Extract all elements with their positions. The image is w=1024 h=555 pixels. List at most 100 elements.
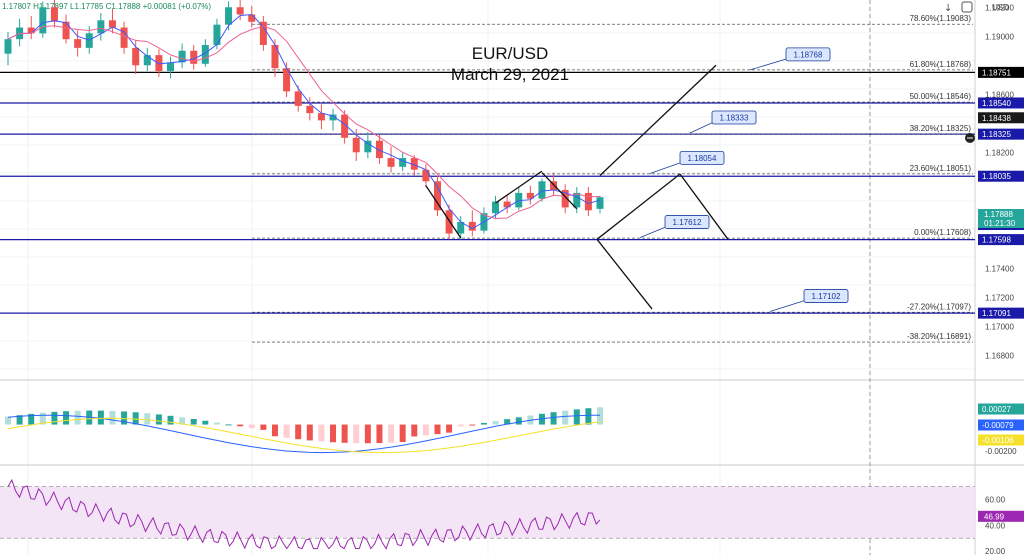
macd-histogram-bar	[295, 424, 302, 440]
clock-icon[interactable]	[965, 133, 975, 143]
candles	[4, 0, 604, 240]
macd-histogram-bar	[260, 424, 267, 430]
macd-value-box	[978, 403, 1024, 415]
candle-body	[62, 21, 70, 40]
price-axis[interactable]: 1.19200 1.19000 1.18600 1.18200 1.17400 1.172…	[985, 3, 1014, 360]
candle-body	[294, 91, 302, 106]
macd-histogram-bar	[597, 407, 603, 425]
macd-histogram-bar	[132, 412, 139, 425]
macd-histogram-bar	[16, 415, 23, 425]
price-label-text: 1.18751	[982, 68, 1011, 77]
callout-pointer	[689, 120, 717, 134]
macd-histogram-bar	[457, 424, 464, 427]
fib-level-label: -38.20%(1.16891)	[907, 332, 971, 341]
trend-line	[541, 172, 578, 210]
last-price-countdown: 01:21:30	[984, 219, 1016, 228]
macd-histogram-bar	[492, 421, 499, 425]
fib-level-label: 50.00%(1.18546)	[910, 92, 972, 101]
callout-pointer	[639, 225, 670, 238]
macd-line	[7, 414, 601, 454]
callout-text: 1.18333	[720, 114, 749, 123]
trend-line	[596, 173, 681, 240]
callout-text: 1.17102	[812, 292, 841, 301]
candle-body	[271, 44, 279, 69]
macd-histogram-bar	[446, 424, 453, 433]
currency-label: USD	[992, 3, 1009, 12]
macd-histogram-bar	[28, 413, 35, 425]
callout-pointer	[649, 161, 685, 174]
price-label-text: 1.18438	[982, 114, 1011, 123]
chart-title: EUR/USD	[472, 44, 549, 63]
rsi-line	[7, 478, 601, 550]
macd-histogram-bar	[271, 424, 278, 437]
price-callouts: 1.18768 1.18333 1.18054 1.17612 1.17102	[639, 47, 849, 312]
candle-body	[538, 181, 546, 199]
candle-body	[213, 24, 221, 45]
candle-body	[259, 21, 267, 45]
arrow-down-icon[interactable]: ↓	[944, 3, 952, 14]
macd-histogram-bar	[353, 424, 360, 444]
macd-histogram-bar	[388, 424, 395, 443]
macd-pane	[5, 407, 603, 454]
candle-body	[317, 113, 325, 121]
rsi-value-box	[978, 510, 1024, 522]
macd-histogram-bar	[190, 418, 197, 425]
trend-line	[425, 185, 462, 239]
macd-histogram-bar	[179, 417, 186, 425]
candle-body	[108, 20, 116, 28]
macd-histogram-bar	[74, 410, 81, 425]
trend-line	[599, 64, 717, 176]
macd-axis: 0.00027 -0.00079 -0.00106 -0.00200	[978, 403, 1024, 456]
fibonacci-levels: 78.60%(1.19083) 61.80%(1.18768) 50.00%(1.1…	[252, 14, 973, 343]
candle-body	[201, 44, 209, 64]
macd-histogram-bar	[155, 414, 162, 425]
macd-histogram-bar	[202, 420, 209, 425]
macd-histogram-bar	[248, 424, 255, 429]
macd-histogram-bar	[573, 409, 580, 425]
candle-body	[329, 114, 337, 121]
macd-value-label: -0.00079	[982, 421, 1014, 430]
fib-level-label: 0.00%(1.17608)	[914, 228, 971, 237]
callout-text: 1.18768	[794, 50, 823, 59]
candle-body	[225, 7, 233, 25]
macd-histogram-bar	[97, 410, 104, 425]
trend-line	[495, 170, 543, 204]
moving-average-line	[7, 25, 601, 220]
candle-body	[573, 192, 581, 208]
candle-body	[155, 55, 163, 72]
macd-tick-label: -0.00200	[985, 447, 1017, 456]
candle-body	[306, 105, 314, 114]
macd-histogram-bar	[109, 410, 116, 425]
price-label-box	[978, 307, 1024, 319]
price-label-box	[978, 234, 1024, 246]
macd-histogram-bar	[330, 424, 337, 443]
price-label-box	[978, 66, 1024, 78]
candle-body	[167, 62, 175, 72]
macd-histogram-bar	[121, 411, 128, 425]
candle-body	[410, 158, 418, 170]
macd-histogram-bar	[51, 411, 58, 425]
price-tick-label: 1.17400	[985, 264, 1014, 273]
settings-icon[interactable]	[961, 1, 973, 13]
rsi-tick-label: 20.00	[985, 547, 1006, 555]
candle-body	[283, 68, 291, 92]
fib-level-label: 38.20%(1.18325)	[910, 124, 972, 133]
candle-body	[248, 14, 256, 22]
candle-body	[584, 192, 592, 211]
price-tick-label: 1.18200	[985, 148, 1014, 157]
chart-toolbar: ↓ USD	[944, 1, 1009, 14]
callout-box	[785, 47, 831, 62]
macd-histogram-bar	[144, 413, 151, 425]
candle-body	[387, 158, 395, 167]
candle-body	[236, 7, 244, 15]
macd-histogram-bar	[550, 412, 557, 425]
candle-body	[561, 190, 569, 208]
price-tick-label: 1.19200	[985, 3, 1014, 12]
callout-box	[711, 110, 757, 125]
callout-pointer	[769, 299, 809, 312]
macd-histogram-bar	[562, 410, 569, 425]
candle-body	[433, 181, 441, 211]
candle-body	[132, 47, 140, 66]
candle-body	[526, 192, 534, 199]
